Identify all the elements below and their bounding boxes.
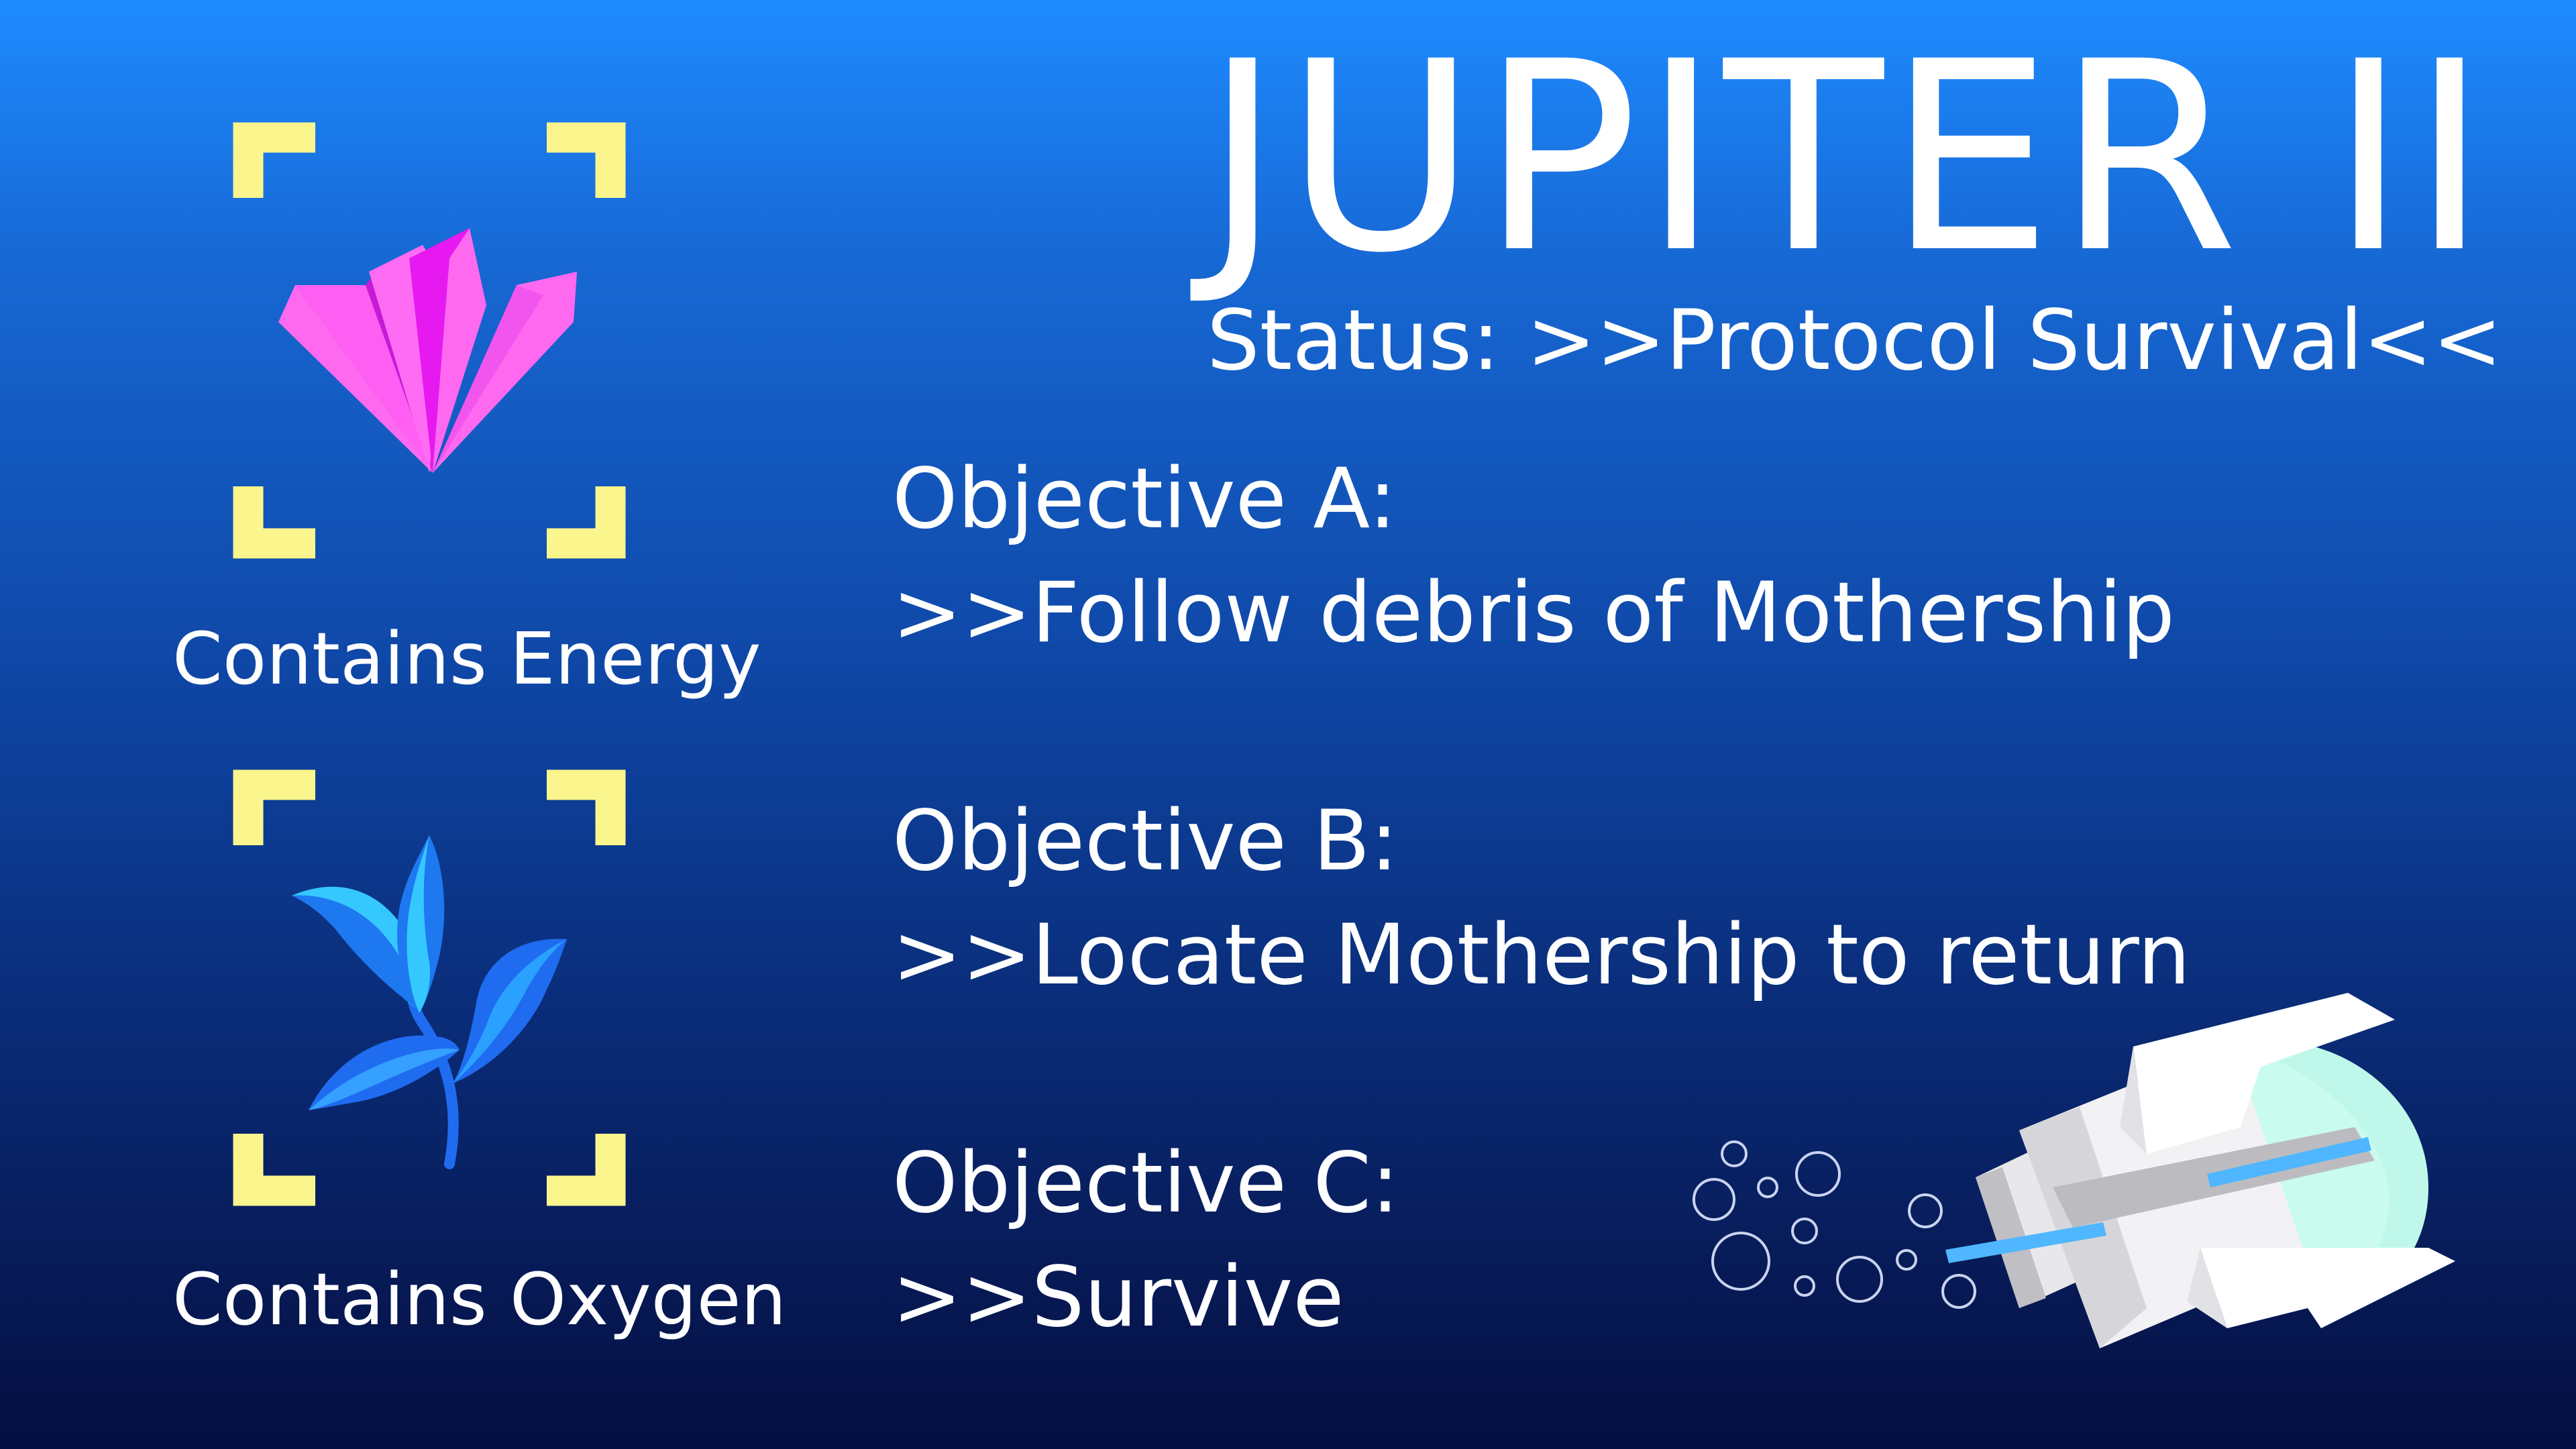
submarine-icon <box>1945 993 2469 1368</box>
selection-brackets <box>233 769 626 1206</box>
game-title: JUPITER II <box>1203 5 2492 310</box>
objective-b: Objective B: >>Locate Mothership to retu… <box>892 785 2190 1013</box>
selection-brackets <box>233 122 626 559</box>
energy-resource-icon <box>228 114 631 570</box>
objective-heading: Objective C: <box>892 1135 1399 1232</box>
objective-c: Objective C: >>Survive <box>892 1127 1399 1355</box>
objective-detail: >>Survive <box>892 1248 1344 1346</box>
oxygen-caption: Contains Oxygen <box>172 1258 787 1342</box>
objective-heading: Objective B: <box>892 793 1399 890</box>
status-text: Status: >>Protocol Survival<< <box>1207 292 2502 389</box>
bubbles-icon <box>1677 1127 1986 1328</box>
objective-detail: >>Locate Mothership to return <box>892 906 2191 1004</box>
objective-detail: >>Follow debris of Mothership <box>892 564 2175 661</box>
crystal-icon <box>233 122 626 559</box>
oxygen-resource-icon <box>228 761 631 1218</box>
plant-icon <box>233 769 626 1206</box>
energy-caption: Contains Energy <box>172 618 761 701</box>
objective-heading: Objective A: <box>892 451 1397 547</box>
objective-a: Objective A: >>Follow debris of Mothersh… <box>892 443 2175 671</box>
